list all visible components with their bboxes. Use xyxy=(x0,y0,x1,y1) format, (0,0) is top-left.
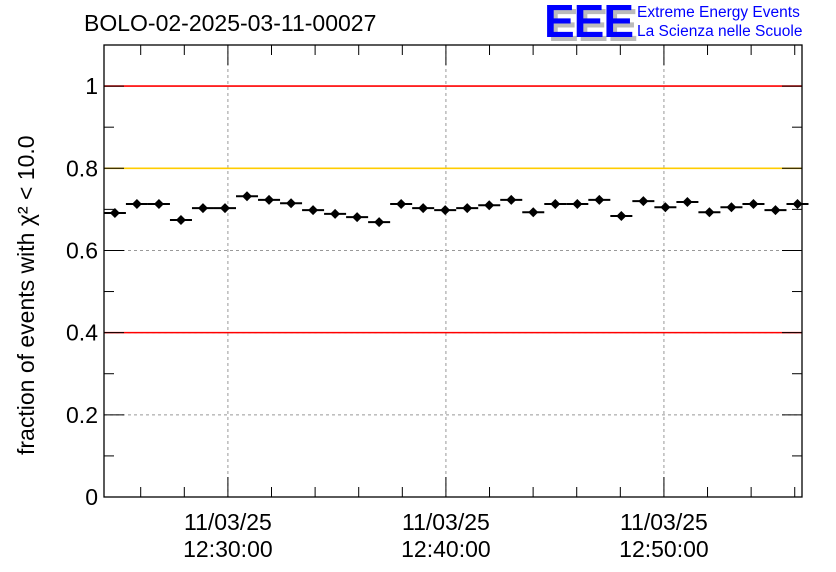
x-tick-date: 11/03/25 xyxy=(402,509,490,535)
data-point xyxy=(109,208,120,219)
data-point xyxy=(528,207,539,218)
x-tick-time: 12:30:00 xyxy=(183,536,273,562)
data-point xyxy=(153,199,164,210)
data-point xyxy=(197,203,208,214)
data-point xyxy=(550,199,561,210)
eee-logo: EEE xyxy=(544,0,634,47)
logo-line2: La Scienza nelle Scuole xyxy=(637,23,803,40)
logo-text: Extreme Energy Events La Scienza nelle S… xyxy=(637,3,802,41)
data-point xyxy=(396,199,407,210)
x-tick-time: 12:50:00 xyxy=(619,536,709,562)
data-point xyxy=(352,212,363,223)
y-tick-label: 0.8 xyxy=(66,155,98,181)
x-tick-date: 11/03/25 xyxy=(620,509,708,535)
chart-title: BOLO-02-2025-03-11-00027 xyxy=(84,10,377,36)
data-point xyxy=(374,217,385,228)
data-point xyxy=(264,194,275,205)
data-point xyxy=(594,194,605,205)
y-tick-label: 0.6 xyxy=(66,237,98,263)
y-tick-label: 1 xyxy=(85,73,98,99)
data-point xyxy=(748,199,759,210)
data-point xyxy=(660,202,671,213)
data-point xyxy=(175,215,186,226)
y-axis-label: fraction of events with χ² < 10.0 xyxy=(13,135,39,455)
data-point xyxy=(682,196,693,207)
data-point xyxy=(726,202,737,213)
plot-frame xyxy=(103,44,803,498)
logo-line1: Extreme Energy Events xyxy=(637,4,800,21)
data-point xyxy=(286,198,297,209)
x-tick-time: 12:40:00 xyxy=(401,536,491,562)
data-point xyxy=(418,203,429,214)
data-point xyxy=(572,199,583,210)
data-point xyxy=(330,208,341,219)
data-point xyxy=(219,203,230,214)
data-point xyxy=(616,210,627,221)
x-tick-date: 11/03/25 xyxy=(184,509,272,535)
data-point xyxy=(484,200,495,211)
data-point xyxy=(440,205,451,216)
y-tick-label: 0.4 xyxy=(66,320,98,346)
data-point xyxy=(638,196,649,207)
data-point xyxy=(308,205,319,216)
y-tick-label: 0.2 xyxy=(66,402,98,428)
data-point xyxy=(792,199,803,210)
data-point xyxy=(770,205,781,216)
data-point xyxy=(506,194,517,205)
data-point xyxy=(704,207,715,218)
y-tick-label: 0 xyxy=(85,484,98,510)
data-point xyxy=(131,199,142,210)
data-point xyxy=(462,203,473,214)
data-point xyxy=(242,191,253,202)
